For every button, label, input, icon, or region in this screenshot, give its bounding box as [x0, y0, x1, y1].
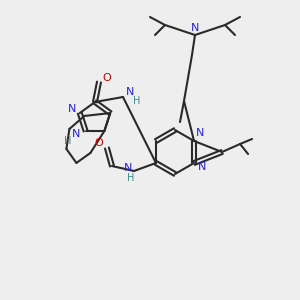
Text: N: N — [71, 129, 80, 139]
Text: N: N — [68, 104, 76, 114]
Text: N: N — [126, 87, 134, 97]
Text: N: N — [124, 163, 132, 173]
Text: H: H — [127, 173, 135, 183]
Text: N: N — [191, 23, 199, 33]
Text: H: H — [64, 136, 71, 146]
Text: H: H — [133, 96, 141, 106]
Text: O: O — [103, 73, 111, 83]
Text: N: N — [198, 162, 206, 172]
Text: N: N — [196, 128, 204, 138]
Text: O: O — [94, 138, 103, 148]
